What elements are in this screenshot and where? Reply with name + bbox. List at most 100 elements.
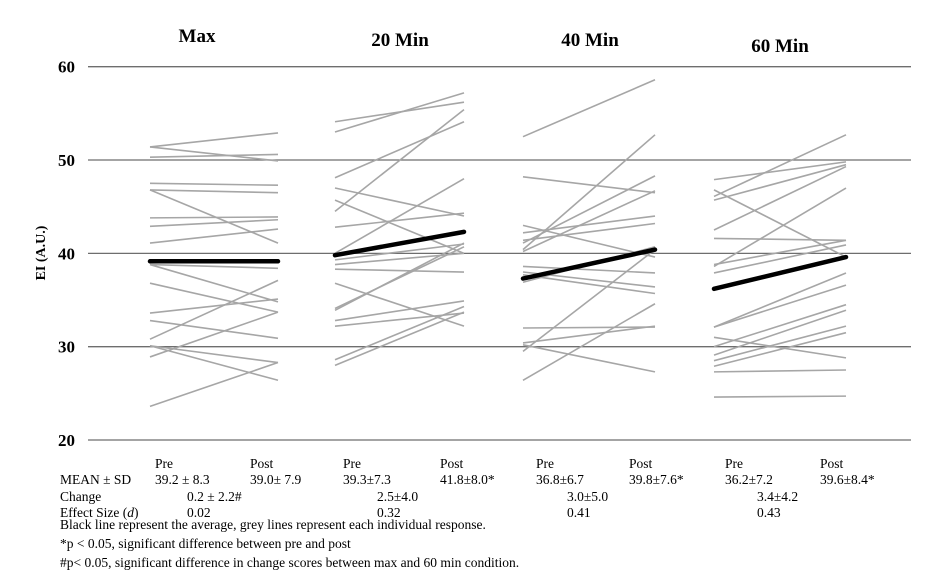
individual-line (522, 176, 656, 194)
individual-line (522, 265, 656, 274)
individual-line (713, 237, 847, 242)
individual-line (334, 212, 465, 229)
mean-line (520, 247, 658, 281)
mean-line (332, 229, 467, 258)
individual-line (149, 189, 279, 194)
effect-label-suffix: ) (133, 505, 139, 520)
y-tick-30: 30 (58, 338, 75, 357)
individual-line (713, 309, 847, 356)
individual-line (334, 92, 465, 133)
individual-line (149, 228, 279, 244)
change-value: 2.5±4.0 (377, 489, 419, 504)
individual-line (334, 121, 465, 179)
effect-size-value: 0.02 (187, 505, 211, 520)
individual-line (522, 215, 656, 234)
panel-1 (332, 92, 467, 367)
individual-line (522, 79, 656, 138)
header-post: Post (820, 456, 844, 471)
header-pre: Pre (343, 456, 361, 471)
individual-line (713, 161, 847, 181)
individual-line (713, 325, 847, 362)
row-label-effect-size: Effect Size (d) (60, 504, 138, 521)
individual-line (149, 298, 279, 314)
mean-sd-pre: 36.8±6.7 (536, 472, 584, 487)
change-value: 3.4±4.2 (757, 489, 799, 504)
individual-line (149, 132, 279, 148)
individual-line (522, 325, 656, 344)
individual-line (149, 361, 279, 408)
mean-sd-post: 39.6±8.4* (820, 472, 875, 487)
individual-line (149, 279, 279, 340)
individual-line (149, 344, 279, 364)
effect-size-value: 0.41 (567, 505, 591, 520)
panel-title-2: 40 Min (561, 30, 619, 51)
header-pre: Pre (725, 456, 743, 471)
individual-line (334, 268, 465, 273)
panel-title-3: 60 Min (751, 36, 809, 57)
individual-line (713, 395, 847, 398)
y-tick-20: 20 (58, 431, 75, 450)
individual-line (522, 248, 656, 352)
individual-line (334, 242, 465, 311)
individual-line (334, 252, 465, 266)
mean-sd-pre: 36.2±7.2 (725, 472, 773, 487)
individual-line (334, 305, 465, 361)
header-pre: Pre (155, 456, 173, 471)
individual-line (334, 109, 465, 212)
individual-line (713, 244, 847, 274)
individual-line (713, 189, 847, 258)
mean-line (711, 254, 849, 292)
header-post: Post (440, 456, 464, 471)
individual-line (334, 311, 465, 367)
mean-sd-post: 41.8±8.0* (440, 472, 495, 487)
individual-line (713, 272, 847, 328)
individual-line (713, 187, 847, 268)
header-pre: Pre (536, 456, 554, 471)
effect-label-var: d (127, 505, 134, 520)
individual-line (334, 300, 465, 322)
individual-line (149, 263, 279, 303)
individual-line (713, 284, 847, 328)
change-value: 3.0±5.0 (567, 489, 609, 504)
individual-line (522, 344, 656, 373)
note-pre-post: *p < 0.05, significant difference betwee… (60, 536, 351, 551)
individual-line (149, 311, 279, 358)
panel-3 (711, 134, 849, 398)
individual-line (149, 153, 279, 159)
individual-line (522, 190, 656, 253)
header-post: Post (629, 456, 653, 471)
gridlines (88, 66, 911, 441)
individual-line (334, 282, 465, 327)
individual-line (713, 163, 847, 201)
y-tick-labels: 20 30 40 50 60 (58, 58, 75, 450)
individual-line (713, 303, 847, 348)
individual-line (149, 146, 279, 162)
y-axis-label: EI (A.U.) (34, 225, 49, 280)
change-value: 0.2 ± 2.2# (187, 489, 242, 504)
individual-line (149, 216, 279, 219)
individual-line (149, 189, 279, 244)
individual-line (713, 369, 847, 373)
individual-line (522, 175, 656, 244)
individual-line (522, 326, 656, 329)
individual-line (522, 274, 656, 295)
note-change-scores: #p< 0.05, significant difference in chan… (60, 555, 520, 570)
mean-sd-post: 39.0± 7.9 (250, 472, 302, 487)
individual-line (334, 246, 465, 310)
individual-line (713, 331, 847, 368)
individual-line (149, 282, 279, 313)
y-tick-40: 40 (58, 244, 75, 263)
individual-line (334, 199, 465, 255)
individual-line (713, 239, 847, 266)
panel-2 (520, 79, 658, 381)
effect-size-value: 0.32 (377, 505, 401, 520)
individual-line (713, 134, 847, 198)
panel-title-0: Max (179, 26, 216, 47)
note-legend: Black line represent the average, grey l… (60, 517, 486, 532)
row-label-change: Change (60, 489, 102, 504)
plot-lines (147, 79, 849, 408)
individual-line (149, 218, 279, 228)
mean-sd-pre: 39.2 ± 8.3 (155, 472, 210, 487)
effect-label-prefix: Effect Size ( (60, 505, 128, 520)
